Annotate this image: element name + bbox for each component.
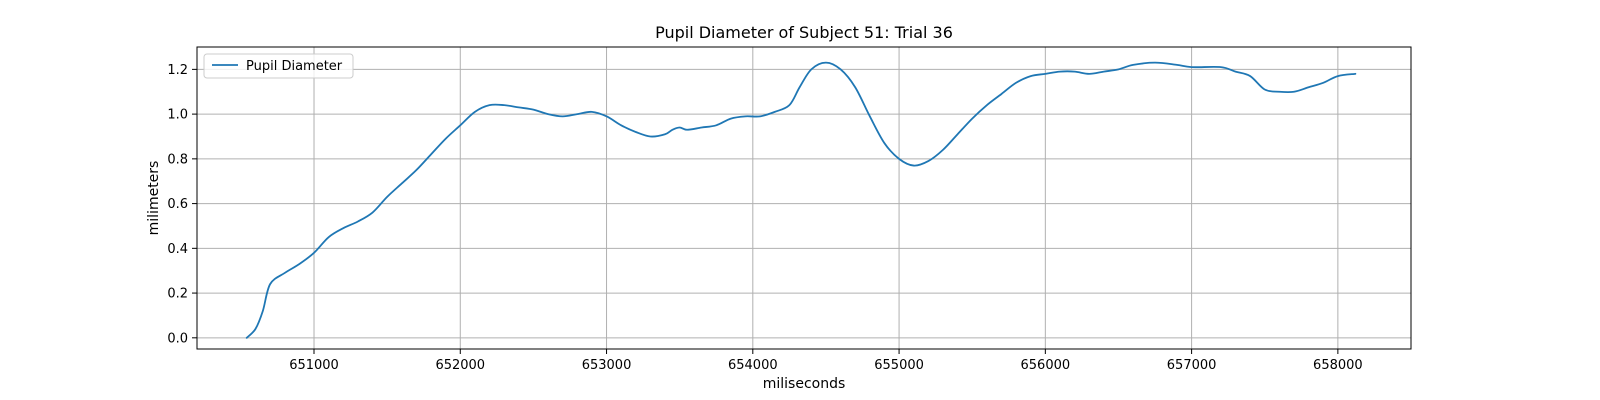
chart-title: Pupil Diameter of Subject 51: Trial 36 bbox=[655, 23, 953, 42]
x-axis: 651000 652000 653000 654000 655000 656000 6570… bbox=[289, 349, 1363, 373]
grid bbox=[197, 47, 1411, 349]
y-tick-label: 1.0 bbox=[167, 108, 188, 123]
y-tick-label: 0.8 bbox=[167, 152, 188, 167]
x-tick-label: 658000 bbox=[1313, 358, 1363, 373]
x-axis-label: miliseconds bbox=[763, 376, 846, 392]
x-tick-label: 655000 bbox=[874, 358, 924, 373]
plot-frame bbox=[196, 46, 1412, 350]
legend-box bbox=[203, 53, 354, 79]
y-axis: 0.0 0.2 0.4 0.6 0.8 1.0 1.2 bbox=[167, 63, 197, 346]
series-layer bbox=[245, 61, 1357, 339]
y-tick-label: 0.4 bbox=[167, 242, 188, 257]
x-tick-label: 654000 bbox=[728, 358, 778, 373]
x-tick-label: 651000 bbox=[289, 358, 339, 373]
y-tick-label: 1.2 bbox=[167, 63, 188, 78]
x-tick-label: 657000 bbox=[1167, 358, 1217, 373]
y-tick-label: 0.0 bbox=[167, 331, 188, 346]
series-line-pupil-diameter bbox=[245, 61, 1357, 339]
legend: Pupil Diameter bbox=[203, 53, 354, 79]
x-tick-label: 656000 bbox=[1021, 358, 1071, 373]
y-tick-label: 0.6 bbox=[167, 197, 188, 212]
x-tick-label: 653000 bbox=[582, 358, 632, 373]
legend-label-pupil-diameter: Pupil Diameter bbox=[246, 59, 343, 74]
y-tick-label: 0.2 bbox=[167, 287, 188, 302]
y-axis-label: milimeters bbox=[146, 161, 162, 236]
x-tick-label: 652000 bbox=[435, 358, 485, 373]
